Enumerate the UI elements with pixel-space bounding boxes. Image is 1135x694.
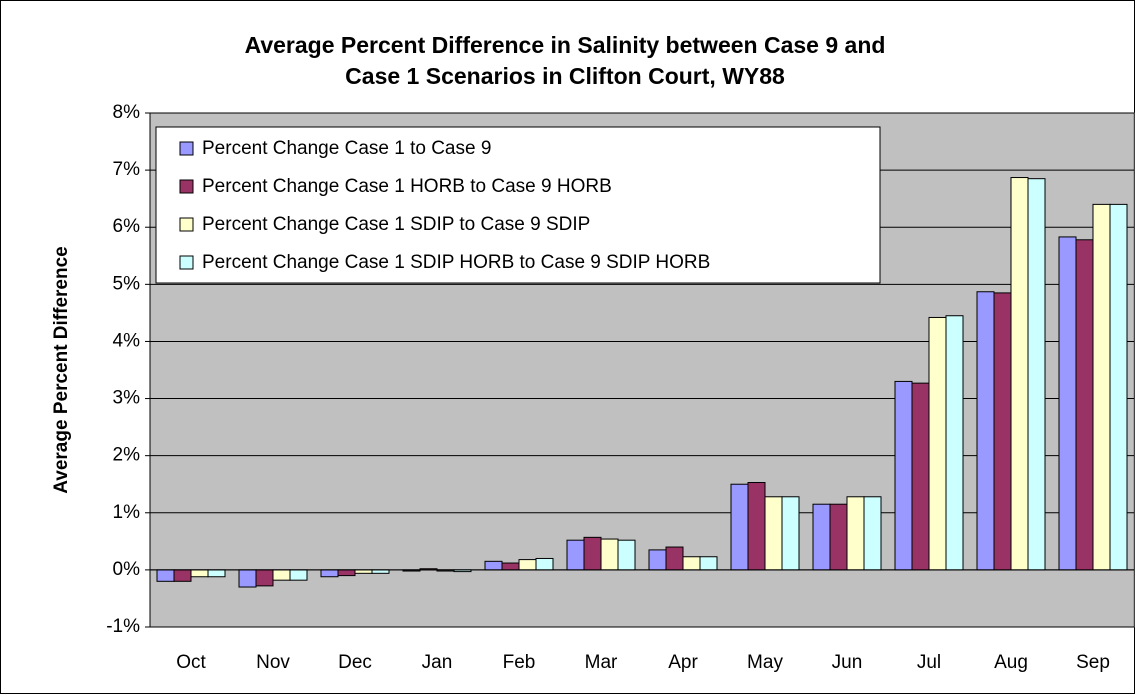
bar bbox=[1109, 203, 1128, 571]
y-tick-label: 8% bbox=[113, 102, 141, 123]
bar bbox=[354, 569, 373, 574]
y-tick-label: 5% bbox=[113, 273, 141, 294]
y-tick-label: 2% bbox=[113, 445, 141, 466]
bar bbox=[190, 569, 209, 578]
bar bbox=[1058, 236, 1077, 571]
bar bbox=[812, 503, 831, 571]
bar bbox=[1027, 178, 1046, 571]
bar bbox=[617, 539, 636, 571]
bar bbox=[272, 569, 291, 581]
bar bbox=[993, 292, 1012, 571]
bar bbox=[156, 569, 175, 582]
bar bbox=[1075, 239, 1094, 571]
bar bbox=[484, 560, 503, 571]
x-tick-label: Dec bbox=[338, 652, 372, 673]
bar bbox=[566, 539, 585, 571]
bar bbox=[829, 503, 848, 571]
y-tick-label: 3% bbox=[113, 388, 141, 409]
bar bbox=[535, 557, 554, 571]
bar bbox=[747, 482, 766, 571]
y-tick-label: 6% bbox=[113, 216, 141, 237]
y-tick-label: 1% bbox=[113, 502, 141, 523]
x-tick-label: Feb bbox=[503, 652, 536, 673]
bar bbox=[501, 562, 520, 571]
bar bbox=[320, 569, 339, 578]
bar bbox=[648, 549, 667, 571]
legend-label: Percent Change Case 1 SDIP HORB to Case … bbox=[202, 252, 710, 273]
bar bbox=[371, 569, 390, 574]
x-tick-label: Jun bbox=[832, 652, 863, 673]
legend-swatch bbox=[179, 141, 194, 156]
legend-box bbox=[155, 126, 881, 284]
bar bbox=[764, 496, 783, 571]
legend-swatch bbox=[179, 255, 194, 270]
y-tick-label: 4% bbox=[113, 330, 141, 351]
x-tick-label: Jan bbox=[422, 652, 453, 673]
chart-title: Average Percent Difference in Salinity b… bbox=[245, 32, 886, 58]
bar bbox=[928, 316, 947, 571]
legend-swatch bbox=[179, 179, 194, 194]
bar bbox=[781, 496, 800, 571]
bar bbox=[337, 569, 356, 577]
chart-title-line2: Case 1 Scenarios in Clifton Court, WY88 bbox=[345, 63, 785, 89]
bar bbox=[894, 380, 913, 571]
x-tick-label: Nov bbox=[256, 652, 290, 673]
legend-label: Percent Change Case 1 to Case 9 bbox=[202, 138, 491, 159]
bar bbox=[207, 569, 226, 578]
bar bbox=[255, 569, 274, 587]
bar bbox=[518, 559, 537, 571]
x-tick-label: Mar bbox=[585, 652, 618, 673]
bar bbox=[730, 483, 749, 571]
bar bbox=[911, 382, 930, 571]
legend-label: Percent Change Case 1 HORB to Case 9 HOR… bbox=[202, 176, 612, 197]
y-axis-label: Average Percent Difference bbox=[51, 246, 72, 493]
bar bbox=[976, 291, 995, 571]
bar bbox=[583, 536, 602, 571]
y-tick-label: -1% bbox=[106, 616, 140, 637]
bar bbox=[665, 546, 684, 571]
y-tick-label: 7% bbox=[113, 159, 141, 180]
bar bbox=[863, 496, 882, 571]
legend-label: Percent Change Case 1 SDIP to Case 9 SDI… bbox=[202, 214, 590, 235]
bar bbox=[600, 538, 619, 571]
bar bbox=[699, 556, 718, 571]
x-tick-label: Apr bbox=[668, 652, 698, 673]
bar bbox=[173, 569, 192, 582]
bar bbox=[846, 496, 865, 571]
bar bbox=[1010, 177, 1029, 571]
bar bbox=[289, 569, 308, 581]
legend-swatch bbox=[179, 217, 194, 232]
y-tick-label: 0% bbox=[113, 559, 141, 580]
bar bbox=[238, 569, 257, 588]
x-tick-label: Jul bbox=[917, 652, 941, 673]
x-tick-label: Aug bbox=[994, 652, 1028, 673]
x-tick-label: Sep bbox=[1076, 652, 1110, 673]
x-tick-label: Oct bbox=[176, 652, 206, 673]
x-tick-label: May bbox=[747, 652, 783, 673]
bar bbox=[1092, 203, 1111, 571]
bar bbox=[945, 315, 964, 571]
bar bbox=[682, 556, 701, 571]
